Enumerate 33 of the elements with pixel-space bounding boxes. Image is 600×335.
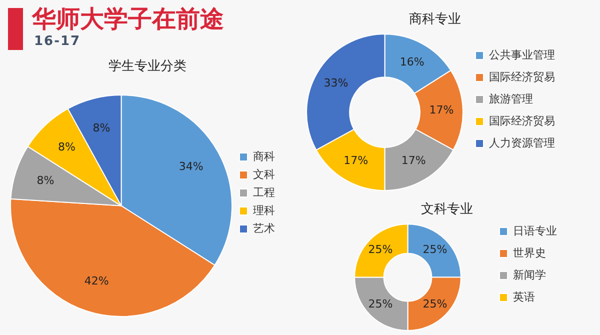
legend-label: 旅游管理 bbox=[489, 92, 533, 106]
data-label: 25% bbox=[368, 297, 393, 310]
data-label: 25% bbox=[368, 242, 393, 256]
legend-label: 商科 bbox=[253, 150, 275, 163]
legend-label: 人力资源管理 bbox=[489, 136, 555, 150]
legend-label: 国际经济贸易 bbox=[489, 114, 555, 128]
data-label: 25% bbox=[422, 242, 448, 256]
data-label: 17% bbox=[401, 154, 426, 167]
data-label: 17% bbox=[429, 103, 454, 116]
legend-label: 新闻学 bbox=[513, 268, 546, 282]
data-label: 8% bbox=[36, 174, 54, 188]
chart-title: 商科专业 bbox=[409, 12, 461, 28]
legend-label: 世界史 bbox=[513, 246, 546, 260]
data-label: 42% bbox=[84, 274, 109, 288]
chart-title: 学生专业分类 bbox=[108, 59, 186, 74]
data-label: 16% bbox=[400, 55, 424, 68]
data-label: 33% bbox=[324, 76, 348, 90]
legend-label: 文科 bbox=[253, 168, 275, 181]
legend-label: 艺术 bbox=[253, 222, 275, 235]
data-label: 25% bbox=[422, 297, 448, 310]
legend-label: 日语专业 bbox=[513, 224, 557, 238]
text: 华师大学子在前途 bbox=[32, 4, 224, 34]
text: 16-17 bbox=[34, 34, 81, 50]
chart-title: 文科专业 bbox=[421, 202, 473, 218]
legend-label: 英语 bbox=[513, 290, 535, 304]
legend-label: 公共事业管理 bbox=[489, 48, 555, 62]
legend-label: 理科 bbox=[253, 204, 275, 217]
data-label: 34% bbox=[178, 160, 204, 174]
data-label: 17% bbox=[344, 154, 368, 167]
data-label: 8% bbox=[92, 121, 110, 134]
legend-label: 工程 bbox=[253, 186, 275, 199]
data-label: 8% bbox=[58, 140, 76, 154]
legend-label: 国际经济贸易 bbox=[489, 70, 555, 84]
